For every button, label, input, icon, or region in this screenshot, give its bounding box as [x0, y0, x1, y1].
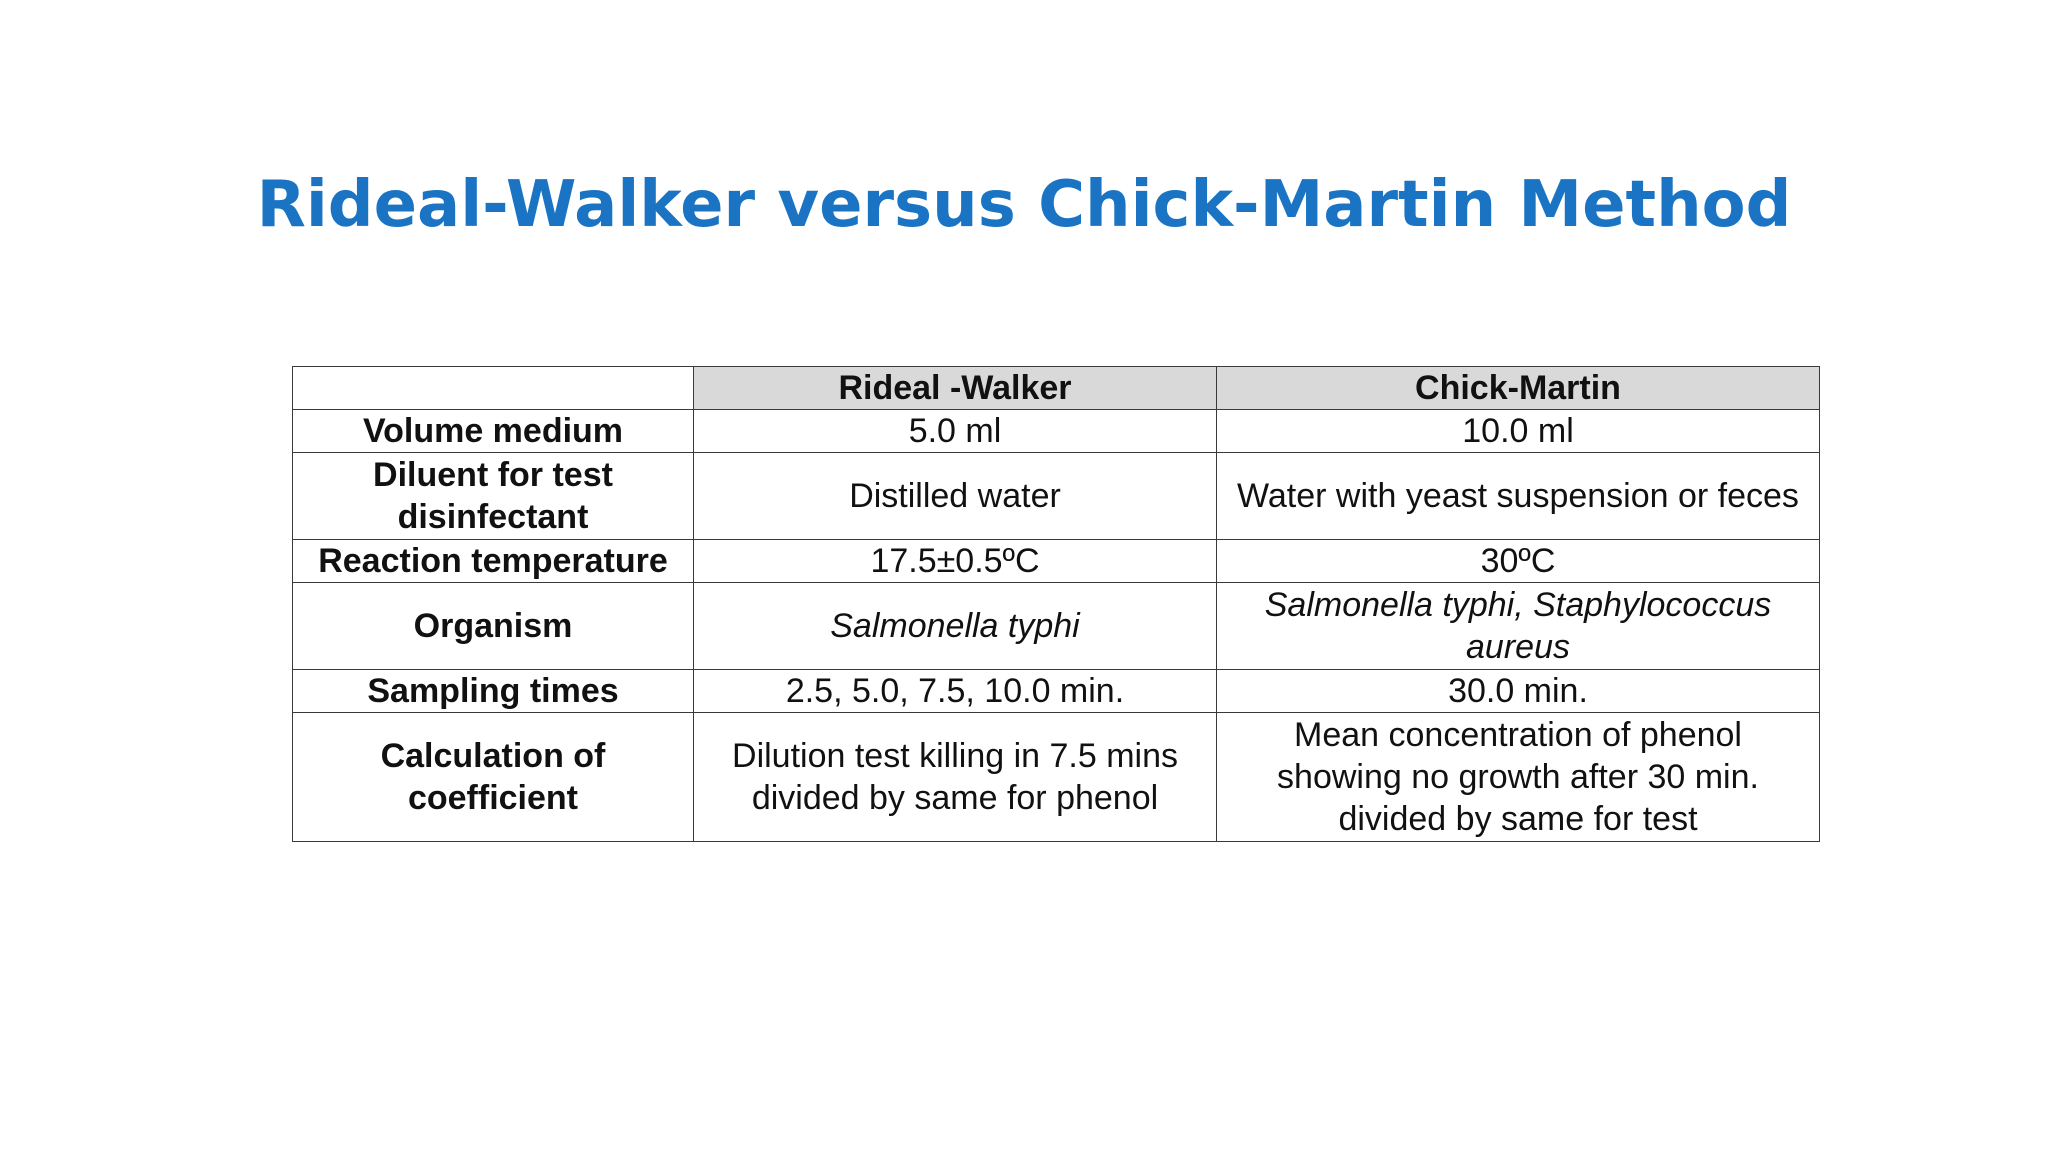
rideal-walker-cell: 17.5±0.5ºC: [693, 539, 1217, 583]
row-label: Sampling times: [292, 669, 694, 713]
table-row: Sampling times 2.5, 5.0, 7.5, 10.0 min. …: [292, 669, 1820, 713]
chick-martin-cell: 30.0 min.: [1216, 669, 1820, 713]
header-blank-cell: [292, 366, 694, 410]
comparison-table: Rideal -Walker Chick-Martin Volume mediu…: [292, 366, 1820, 842]
header-chick-martin: Chick-Martin: [1216, 366, 1820, 410]
row-label: Reaction temperature: [292, 539, 694, 583]
chick-martin-cell: 10.0 ml: [1216, 409, 1820, 453]
rideal-walker-cell: Salmonella typhi: [693, 582, 1217, 670]
table-row: Calculation of coefficient Dilution test…: [292, 712, 1820, 842]
header-rideal-walker: Rideal -Walker: [693, 366, 1217, 410]
rideal-walker-cell: 5.0 ml: [693, 409, 1217, 453]
chick-martin-cell: Mean concentration of phenol showing no …: [1216, 712, 1820, 842]
table-row: Diluent for test disinfectant Distilled …: [292, 452, 1820, 540]
table-row: Reaction temperature 17.5±0.5ºC 30ºC: [292, 539, 1820, 583]
chick-martin-cell: Salmonella typhi, Staphylococcus aureus: [1216, 582, 1820, 670]
row-label: Volume medium: [292, 409, 694, 453]
table-row: Organism Salmonella typhi Salmonella typ…: [292, 582, 1820, 670]
rideal-walker-cell: 2.5, 5.0, 7.5, 10.0 min.: [693, 669, 1217, 713]
table-header-row: Rideal -Walker Chick-Martin: [292, 366, 1820, 410]
rideal-walker-cell: Dilution test killing in 7.5 mins divide…: [693, 712, 1217, 842]
slide-title: Rideal-Walker versus Chick-Martin Method: [256, 168, 1792, 242]
row-label: Diluent for test disinfectant: [292, 452, 694, 540]
table-row: Volume medium 5.0 ml 10.0 ml: [292, 409, 1820, 453]
chick-martin-cell: 30ºC: [1216, 539, 1820, 583]
row-label: Organism: [292, 582, 694, 670]
rideal-walker-cell: Distilled water: [693, 452, 1217, 540]
chick-martin-cell: Water with yeast suspension or feces: [1216, 452, 1820, 540]
row-label: Calculation of coefficient: [292, 712, 694, 842]
